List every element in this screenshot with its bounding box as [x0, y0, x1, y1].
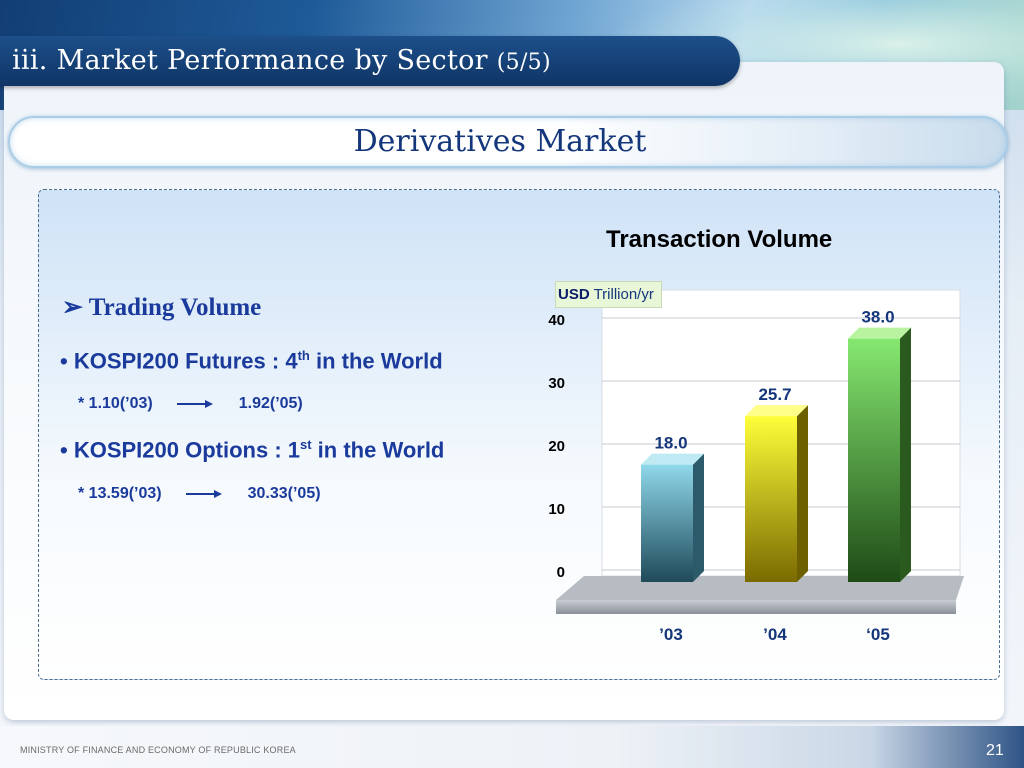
section-subtitle: Derivatives Market	[353, 124, 647, 159]
bar-top-2	[848, 327, 911, 339]
slide-title: iii. Market Performance by Sector (5/5)	[12, 45, 551, 76]
options-detail-2003: * 13.59(’03)	[78, 485, 162, 502]
options-rank-suffix: st	[300, 437, 312, 452]
options-tail: in the World	[311, 437, 445, 463]
bar-top-0	[641, 453, 704, 465]
bar-2	[848, 338, 900, 582]
bar-0	[641, 464, 693, 582]
options-bullet: • KOSPI200 Options : 1st in the World	[60, 437, 444, 463]
futures-bullet: • KOSPI200 Futures : 4th in the World	[60, 348, 443, 374]
slide-title-bar: iii. Market Performance by Sector (5/5)	[0, 36, 740, 86]
futures-detail-2003: * 1.10(’03)	[78, 395, 153, 412]
unit-rest: Trillion/yr	[589, 286, 654, 303]
trading-volume-heading: ➢ Trading Volume	[62, 292, 261, 322]
options-detail: * 13.59(’03) 30.33(’05)	[78, 485, 321, 503]
chart-floor	[556, 600, 956, 614]
bar-1	[745, 416, 797, 582]
x-tick-label: ‘05	[866, 625, 890, 644]
bar-side-0	[693, 453, 704, 582]
y-tick-label: 20	[548, 438, 565, 455]
trading-volume-heading-text: Trading Volume	[88, 294, 262, 321]
data-label: 25.7	[758, 385, 791, 404]
section-subtitle-bar: Derivatives Market	[8, 116, 1008, 168]
bar-side-1	[797, 405, 808, 582]
slide-title-page: (5/5)	[496, 50, 551, 75]
bullet-dot: •	[60, 348, 68, 374]
futures-detail: * 1.10(’03) 1.92(’05)	[78, 395, 303, 413]
bar-side-2	[900, 327, 911, 582]
options-text: KOSPI200 Options : 1	[73, 437, 300, 463]
y-tick-label: 40	[548, 312, 565, 329]
chart-layer: 0 10 20 30 40 18.0 ’03 25.7 ’04 38.0 ‘05	[548, 289, 964, 644]
chart-title: Transaction Volume	[606, 226, 833, 253]
footer-band	[0, 726, 1024, 768]
unit-currency: USD	[558, 286, 590, 303]
futures-tail: in the World	[309, 348, 443, 374]
futures-text: KOSPI200 Futures : 4	[73, 348, 298, 374]
bar-top-1	[745, 405, 808, 417]
y-tick-label: 10	[548, 501, 565, 518]
ministry-footer: MINISTRY OF FINANCE AND ECONOMY OF REPUB…	[20, 745, 296, 755]
right-arrow-icon	[185, 489, 222, 498]
slide-title-text: iii. Market Performance by Sector	[12, 45, 497, 76]
y-tick-label: 30	[548, 375, 565, 392]
transaction-volume-chart: 0 10 20 30 40 18.0 ’03 25.7 ’04 38.0 ‘05	[548, 289, 964, 644]
y-tick-label: 0	[557, 564, 565, 581]
unit-label: USD Trillion/yr	[555, 281, 662, 308]
data-label: 38.0	[861, 308, 894, 327]
x-tick-label: ’03	[659, 625, 683, 644]
page-number: 21	[986, 742, 1004, 759]
data-label: 18.0	[654, 434, 687, 453]
futures-detail-2005: 1.92(’05)	[238, 395, 303, 412]
arrow-bullet-icon: ➢	[62, 294, 83, 321]
right-arrow-icon	[176, 399, 213, 408]
futures-rank-suffix: th	[297, 348, 310, 363]
x-tick-label: ’04	[763, 625, 787, 644]
bullet-dot: •	[60, 437, 68, 463]
options-detail-2005: 30.33(’05)	[247, 485, 321, 502]
